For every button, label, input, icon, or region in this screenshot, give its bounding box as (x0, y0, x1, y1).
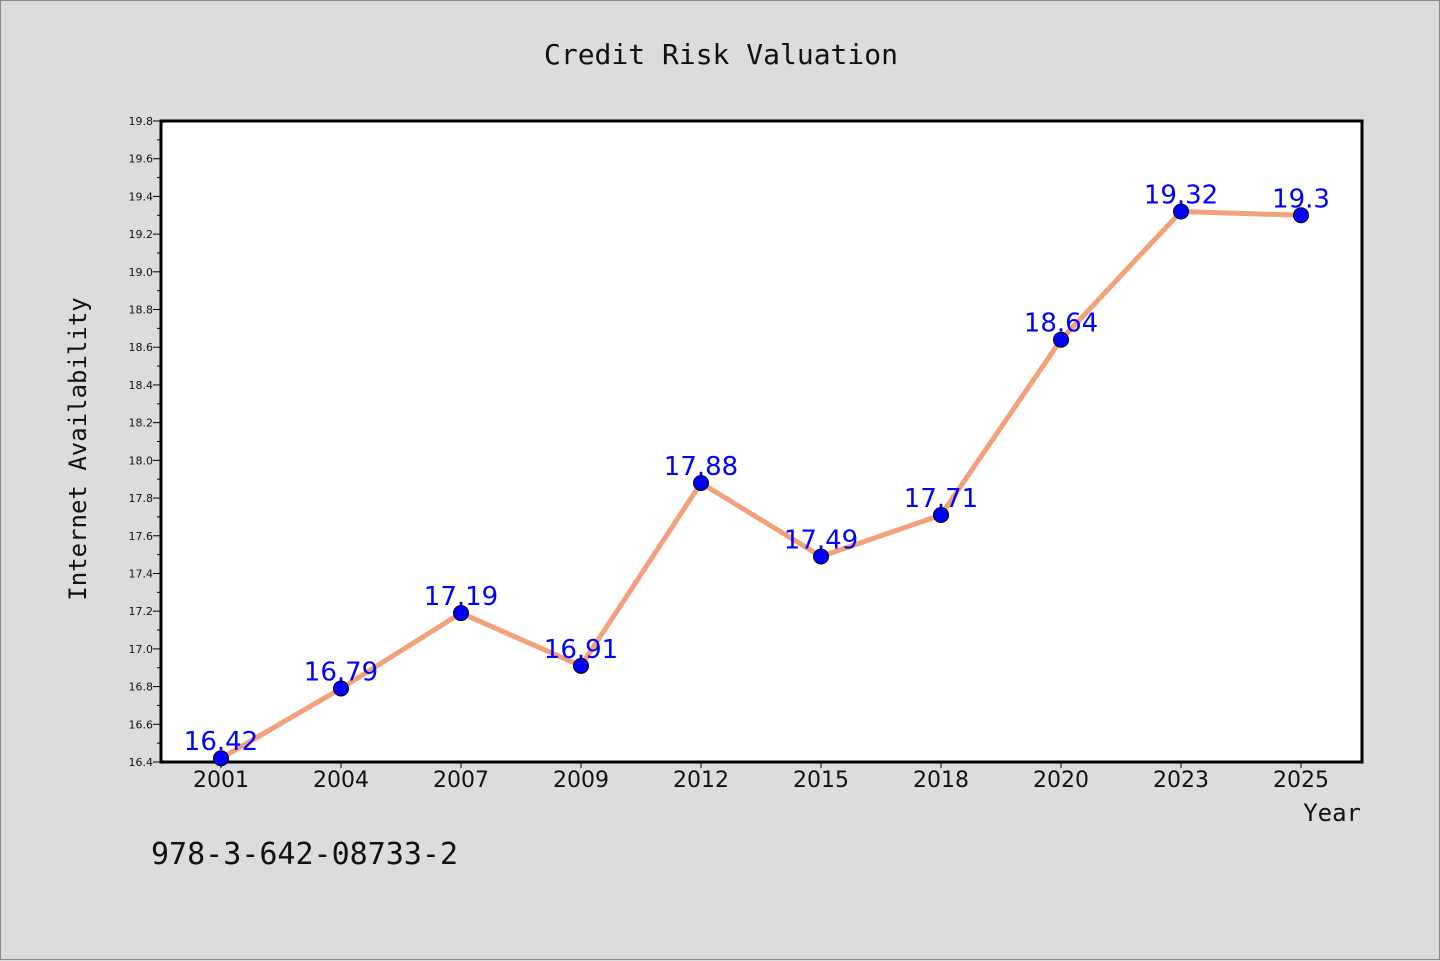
data-point (213, 750, 229, 767)
series-line (219, 208, 1302, 761)
y-tick-label: 19.8 (129, 115, 154, 128)
data-label: 16.91 (544, 635, 618, 665)
data-label: 17.19 (424, 582, 498, 612)
y-tick-label: 17.2 (129, 605, 154, 618)
x-tick-label: 2018 (913, 768, 969, 793)
data-point (1053, 331, 1069, 348)
y-tick-label: 17.8 (129, 492, 154, 505)
data-label: 19.3 (1272, 184, 1330, 214)
x-tick-label: 2025 (1273, 768, 1329, 793)
chart-title: Credit Risk Valuation (544, 38, 898, 71)
data-label: 17.71 (904, 484, 978, 514)
x-tick-label: 2012 (673, 768, 729, 793)
x-axis-ticks: 2001 2004 2007 2009 2012 2015 2018 2020 2023 2025 (193, 762, 1329, 793)
data-point (813, 548, 829, 565)
x-tick-label: 2001 (193, 768, 249, 793)
data-label: 19.32 (1144, 180, 1218, 210)
data-point (333, 680, 349, 697)
data-point (693, 474, 709, 491)
y-tick-label: 17.6 (129, 530, 154, 543)
y-tick-label: 19.4 (129, 190, 154, 203)
y-tick-label: 18.6 (129, 341, 154, 354)
plot-area (159, 119, 1364, 764)
data-label: 17.88 (664, 452, 738, 482)
x-tick-label: 2007 (433, 768, 489, 793)
y-tick-label: 19.0 (129, 266, 154, 279)
x-tick-label: 2004 (313, 768, 369, 793)
y-tick-label: 18.4 (129, 379, 154, 392)
x-tick-label: 2023 (1153, 768, 1209, 793)
footer-isbn: 978-3-642-08733-2 (151, 837, 458, 872)
x-tick-label: 2020 (1033, 768, 1089, 793)
data-label: 16.42 (184, 727, 258, 757)
y-tick-label: 16.4 (129, 756, 154, 769)
data-label: 18.64 (1024, 309, 1098, 339)
y-tick-label: 19.6 (129, 153, 154, 166)
y-tick-label: 18.2 (129, 417, 154, 430)
y-tick-label: 17.0 (129, 643, 154, 656)
y-tick-label: 16.8 (129, 681, 154, 694)
x-tick-label: 2009 (553, 768, 609, 793)
x-tick-label: 2015 (793, 768, 849, 793)
y-tick-label: 17.4 (129, 567, 154, 580)
data-label: 16.79 (304, 657, 378, 687)
y-tick-label: 16.6 (129, 718, 154, 731)
data-point (933, 507, 949, 524)
data-point (573, 657, 589, 674)
data-point (453, 605, 469, 622)
data-point (1293, 207, 1309, 224)
y-tick-label: 19.2 (129, 228, 154, 241)
x-axis-label: Year (1303, 799, 1361, 827)
y-tick-label: 18.0 (129, 454, 154, 467)
data-point (1173, 203, 1189, 220)
y-axis-ticks: 16.4 16.6 16.8 17.0 17.2 17.4 17.6 17.8 18.0 18.2… (129, 115, 161, 769)
data-label: 17.49 (784, 526, 858, 556)
y-tick-label: 18.8 (129, 304, 154, 317)
y-axis-label: Internet Availability (64, 297, 92, 600)
series-group: 16.42 16.79 17.19 16.91 17.88 17.49 17.71 18.64… (184, 180, 1330, 767)
